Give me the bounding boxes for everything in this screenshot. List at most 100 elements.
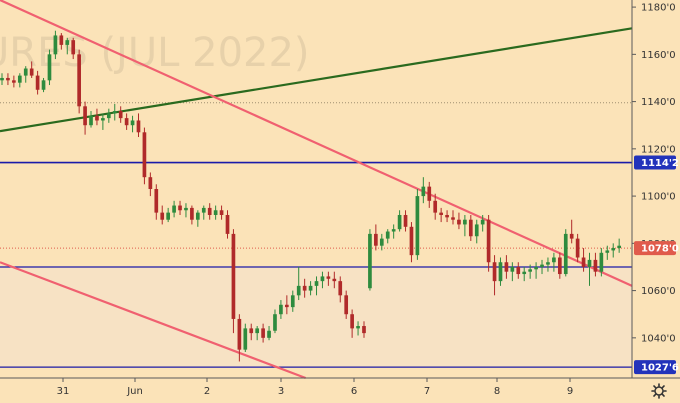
price-tick-label: 1060'0 [641, 286, 676, 297]
candle [504, 255, 509, 279]
candle [0, 73, 4, 86]
candle [439, 207, 443, 223]
candle [451, 210, 455, 225]
time-tick-label: 6 [351, 386, 357, 397]
candle [474, 219, 479, 244]
settings-gear-icon[interactable] [651, 383, 667, 399]
candle [498, 257, 503, 286]
candle [6, 73, 10, 86]
trend-line-1 [0, 0, 633, 287]
candle [130, 115, 135, 133]
candle [338, 276, 343, 303]
candle [124, 113, 129, 130]
candle [201, 205, 206, 220]
candle [112, 103, 117, 121]
candle [427, 181, 432, 208]
trend-line-2 [0, 261, 307, 380]
time-tick-label: 7 [424, 386, 430, 397]
candle [480, 214, 485, 232]
candle [385, 229, 390, 244]
time-tick-label: Jun [126, 386, 143, 397]
candle [255, 326, 260, 341]
candle [593, 252, 598, 277]
price-tick-label: 1100'0 [641, 192, 676, 203]
candle [190, 205, 194, 225]
candle [219, 205, 224, 220]
candle [142, 127, 147, 185]
candle [106, 108, 111, 123]
candle [184, 203, 188, 218]
candle [510, 262, 515, 282]
time-tick-label: 3 [278, 386, 284, 397]
candle [409, 222, 414, 263]
candle [95, 108, 99, 126]
candle [397, 210, 402, 232]
candle [290, 290, 295, 312]
candle [522, 266, 527, 282]
candle [617, 238, 622, 253]
symbol-watermark: URES (JUL 2022) [0, 30, 310, 76]
candle [65, 37, 70, 55]
price-tag: 1027'6 [634, 360, 679, 375]
candle [302, 278, 307, 298]
candle [587, 252, 592, 286]
candle [101, 113, 105, 130]
candle [47, 49, 52, 86]
candle [326, 271, 331, 286]
candle [77, 49, 81, 114]
candle [285, 295, 289, 315]
candle [296, 266, 301, 301]
horizontal-levels [0, 102, 632, 368]
candle [279, 300, 283, 319]
candle [575, 233, 580, 263]
candle [320, 271, 325, 289]
price-tick-label: 1120'0 [641, 144, 676, 155]
candle [261, 323, 265, 343]
candle [154, 184, 159, 220]
candle [332, 271, 337, 289]
candle [403, 210, 408, 232]
time-tick-label: 8 [494, 386, 500, 397]
candle [118, 106, 123, 123]
candle [59, 33, 64, 50]
candle [83, 101, 87, 135]
candle [421, 177, 426, 204]
candle [350, 309, 354, 338]
candle [468, 214, 473, 241]
candle [516, 262, 521, 279]
candle [415, 189, 420, 260]
price-tag: 1078'0 [634, 241, 679, 256]
candle [89, 111, 93, 128]
candle [546, 257, 550, 272]
time-tick-label: 31 [57, 386, 70, 397]
price-axis[interactable] [632, 0, 680, 403]
candle [457, 212, 461, 230]
svg-text:1027'6: 1027'6 [641, 363, 679, 374]
price-tick-label: 1180'0 [641, 3, 676, 14]
price-tags: 1114'2 1078'0 1027'6 [634, 155, 679, 375]
candle [605, 245, 610, 260]
candle [148, 172, 153, 197]
candle [17, 73, 22, 88]
candle [308, 281, 313, 296]
candle [249, 323, 254, 341]
candle [53, 30, 58, 60]
time-tick-label: 2 [204, 386, 210, 397]
price-tick-label: 1160'0 [641, 50, 676, 61]
svg-text:1078'0: 1078'0 [641, 244, 679, 255]
candle [172, 200, 176, 218]
candle [213, 205, 218, 220]
trend-line-0 [0, 27, 633, 133]
candle [237, 314, 242, 362]
candle [23, 66, 28, 83]
candle [433, 193, 438, 220]
candle [29, 61, 34, 78]
candle [569, 219, 574, 244]
candle [166, 207, 170, 223]
candle [41, 77, 46, 93]
candle [356, 321, 360, 336]
candle [486, 214, 491, 272]
candle [362, 321, 366, 338]
candle [314, 276, 319, 296]
